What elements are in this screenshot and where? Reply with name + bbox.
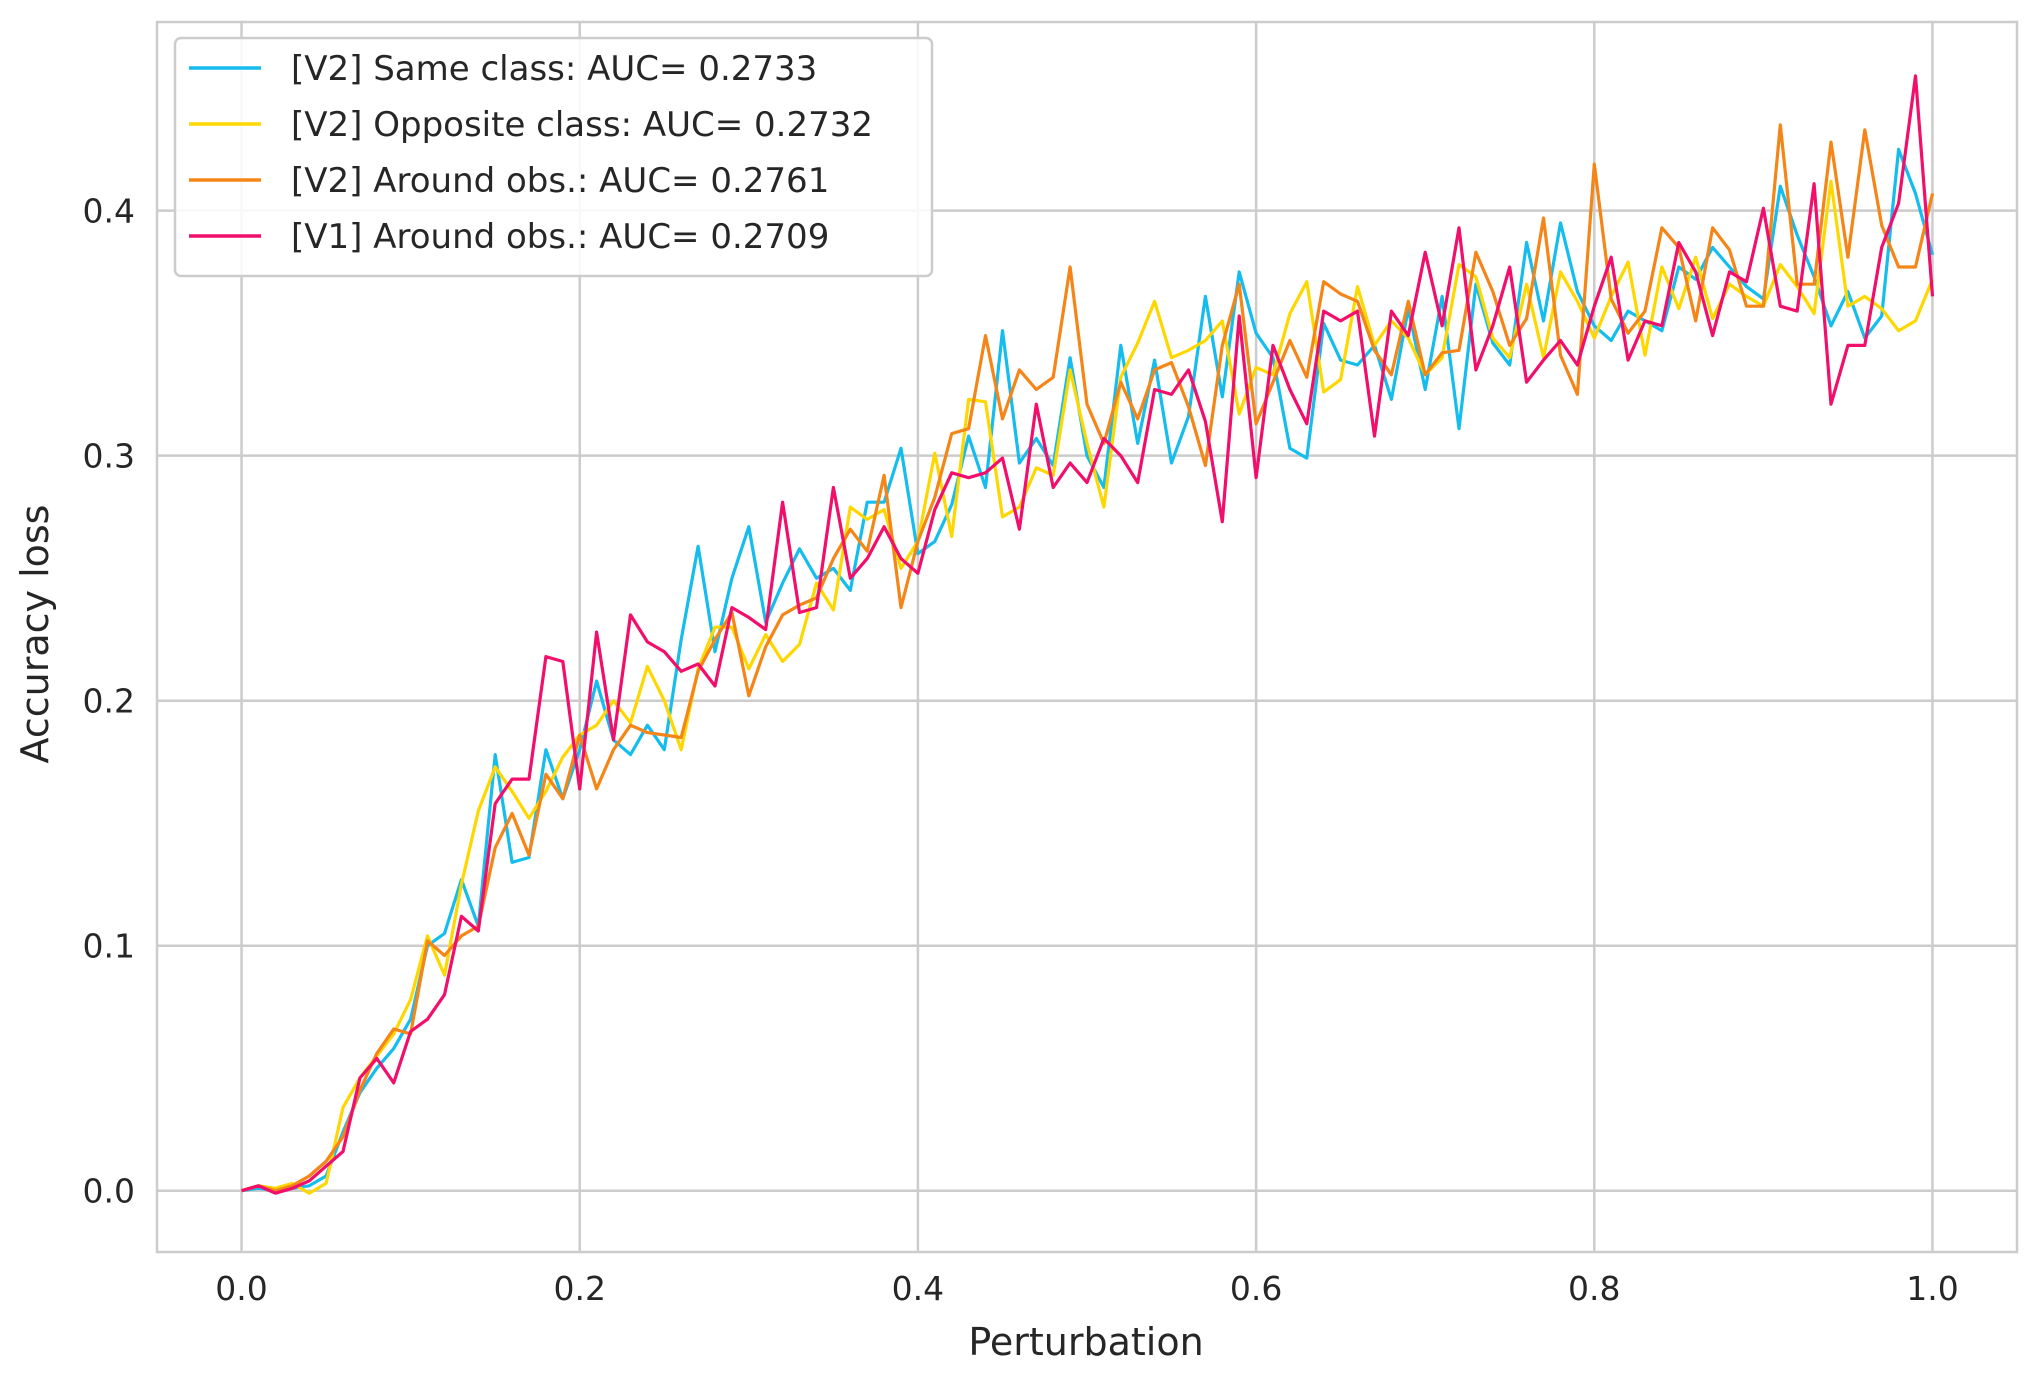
legend-box (173, 36, 934, 278)
plot-frame (155, 20, 2019, 1254)
legend-label: [V2] Opposite class: AUC= 0.2732 (291, 105, 873, 145)
y-tick-labels: 0.0 0.1 0.2 0.3 0.4 (83, 192, 135, 1211)
x-tick-label: 0.6 (1230, 1269, 1282, 1308)
y-tick-label: 0.1 (83, 927, 135, 966)
legend-label: [V2] Around obs.: AUC= 0.2761 (291, 161, 829, 201)
x-tick-label: 0.0 (215, 1269, 267, 1308)
series-line-4 (241, 74, 1935, 1195)
x-axis-label: Perturbation (968, 1320, 1203, 1364)
x-tick-label: 0.2 (553, 1269, 605, 1308)
legend: [V2] Same class: AUC= 0.2733 [V2] Opposit… (173, 36, 934, 278)
series-lines (241, 74, 1935, 1195)
x-tick-label: 0.8 (1568, 1269, 1620, 1308)
legend-label: [V2] Same class: AUC= 0.2733 (291, 49, 817, 89)
legend-label: [V1] Around obs.: AUC= 0.2709 (291, 217, 829, 257)
y-tick-label: 0.4 (83, 192, 135, 231)
x-tick-labels: 0.0 0.2 0.4 0.6 0.8 1.0 (215, 1269, 1958, 1308)
series-line-2 (241, 179, 1934, 1195)
y-tick-label: 0.0 (83, 1172, 135, 1211)
y-axis-label: Accuracy loss (13, 505, 57, 764)
x-tick-label: 1.0 (1906, 1269, 1958, 1308)
y-tick-label: 0.3 (83, 437, 135, 476)
y-tick-label: 0.2 (83, 682, 135, 721)
series-line-3 (241, 123, 1935, 1193)
x-tick-label: 0.4 (892, 1269, 944, 1308)
